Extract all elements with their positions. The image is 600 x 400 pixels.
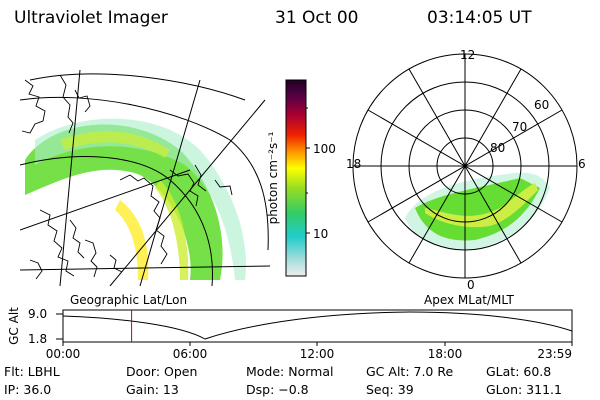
altitude-curve bbox=[62, 311, 573, 340]
mlt-label-0: 0 bbox=[467, 278, 475, 292]
xtick-0600: 06:00 bbox=[173, 347, 208, 361]
mlat-label-80: 80 bbox=[490, 141, 506, 155]
xtick-1200: 12:00 bbox=[300, 347, 335, 361]
info-gc-alt: GC Alt: 7.0 Re bbox=[366, 364, 454, 379]
polar-panel-label: Apex MLat/MLT bbox=[424, 293, 514, 307]
timeline-ticks bbox=[62, 342, 573, 346]
mlt-label-12: 12 bbox=[460, 48, 476, 62]
colorbar-gradient bbox=[285, 79, 307, 277]
colorbar-tick-10: 10 bbox=[313, 227, 329, 241]
xtick-1800: 18:00 bbox=[428, 347, 463, 361]
intensity-colorbar: photon cm⁻²s⁻¹ bbox=[266, 79, 310, 277]
ytick-9: 9.0 bbox=[28, 307, 47, 321]
info-glon: GLon: 311.1 bbox=[486, 382, 562, 397]
instrument-title: Ultraviolet Imager bbox=[14, 8, 168, 28]
polar-mlat-mlt-plot bbox=[352, 53, 578, 279]
info-gain: Gain: 13 bbox=[126, 382, 179, 397]
xtick-2359: 23:59 bbox=[537, 347, 572, 361]
info-mode: Mode: Normal bbox=[246, 364, 334, 379]
time-label: 03:14:05 UT bbox=[427, 8, 532, 28]
date-label: 31 Oct 00 bbox=[275, 8, 359, 28]
info-dsp: Dsp: −0.8 bbox=[246, 382, 309, 397]
timeline-frame bbox=[62, 309, 573, 343]
mlat-label-60: 60 bbox=[534, 98, 550, 112]
coastlines bbox=[21, 74, 233, 280]
mlat-label-70: 70 bbox=[512, 120, 528, 134]
aurora-emission-geo bbox=[25, 118, 246, 280]
info-seq: Seq: 39 bbox=[366, 382, 414, 397]
info-ip: IP: 36.0 bbox=[4, 382, 52, 397]
geographic-map bbox=[20, 70, 270, 286]
aurora-emission-polar bbox=[405, 172, 550, 250]
xtick-0000: 00:00 bbox=[46, 347, 81, 361]
altitude-timeline-plot: GC Alt 9.0 1.8 00:00 06:00 12:00 18:00 2… bbox=[7, 307, 573, 361]
mlt-label-18: 18 bbox=[346, 157, 362, 171]
info-filter: Flt: LBHL bbox=[4, 364, 60, 379]
ytick-1-8: 1.8 bbox=[28, 332, 47, 346]
altitude-ylabel: GC Alt bbox=[7, 307, 21, 345]
polar-grid bbox=[352, 53, 578, 279]
mlt-label-6: 6 bbox=[578, 157, 586, 171]
geo-panel-label: Geographic Lat/Lon bbox=[70, 293, 188, 307]
map-grid bbox=[20, 70, 270, 286]
colorbar-unit-label: photon cm⁻²s⁻¹ bbox=[266, 131, 280, 224]
colorbar-tick-100: 100 bbox=[313, 142, 336, 156]
info-glat: GLat: 60.8 bbox=[486, 364, 552, 379]
info-door: Door: Open bbox=[126, 364, 198, 379]
